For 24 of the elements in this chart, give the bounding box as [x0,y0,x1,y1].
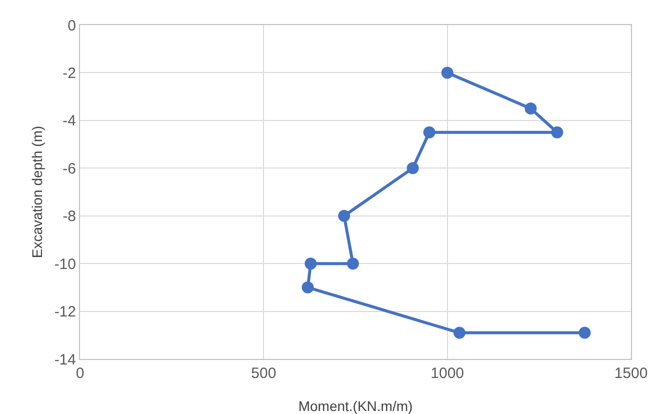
y-tick-label: -8 [62,208,76,226]
point [578,326,591,339]
point [524,102,537,114]
point [441,66,454,79]
point [423,126,436,138]
x-tick-label: 500 [251,365,276,382]
x-tick-label: 1500 [614,365,648,382]
x-axis-title: Moment.(KN.m/m) [298,398,413,414]
y-tick-label: -14 [54,351,76,368]
x-tick-label: 1000 [430,365,464,382]
y-tick-label: -12 [54,304,76,321]
point [302,281,314,294]
y-tick-label: -4 [62,112,76,130]
point [304,258,317,270]
point [406,162,419,174]
y-tick-label: -10 [54,256,76,273]
y-axis-title: Excavation depth (m) [29,126,45,258]
point [338,210,350,222]
point [551,126,564,138]
y-tick-label: -6 [62,160,76,178]
point [346,258,359,270]
point [453,326,466,339]
y-tick-label: -2 [62,64,76,82]
y-tick-label: 0 [68,17,76,34]
